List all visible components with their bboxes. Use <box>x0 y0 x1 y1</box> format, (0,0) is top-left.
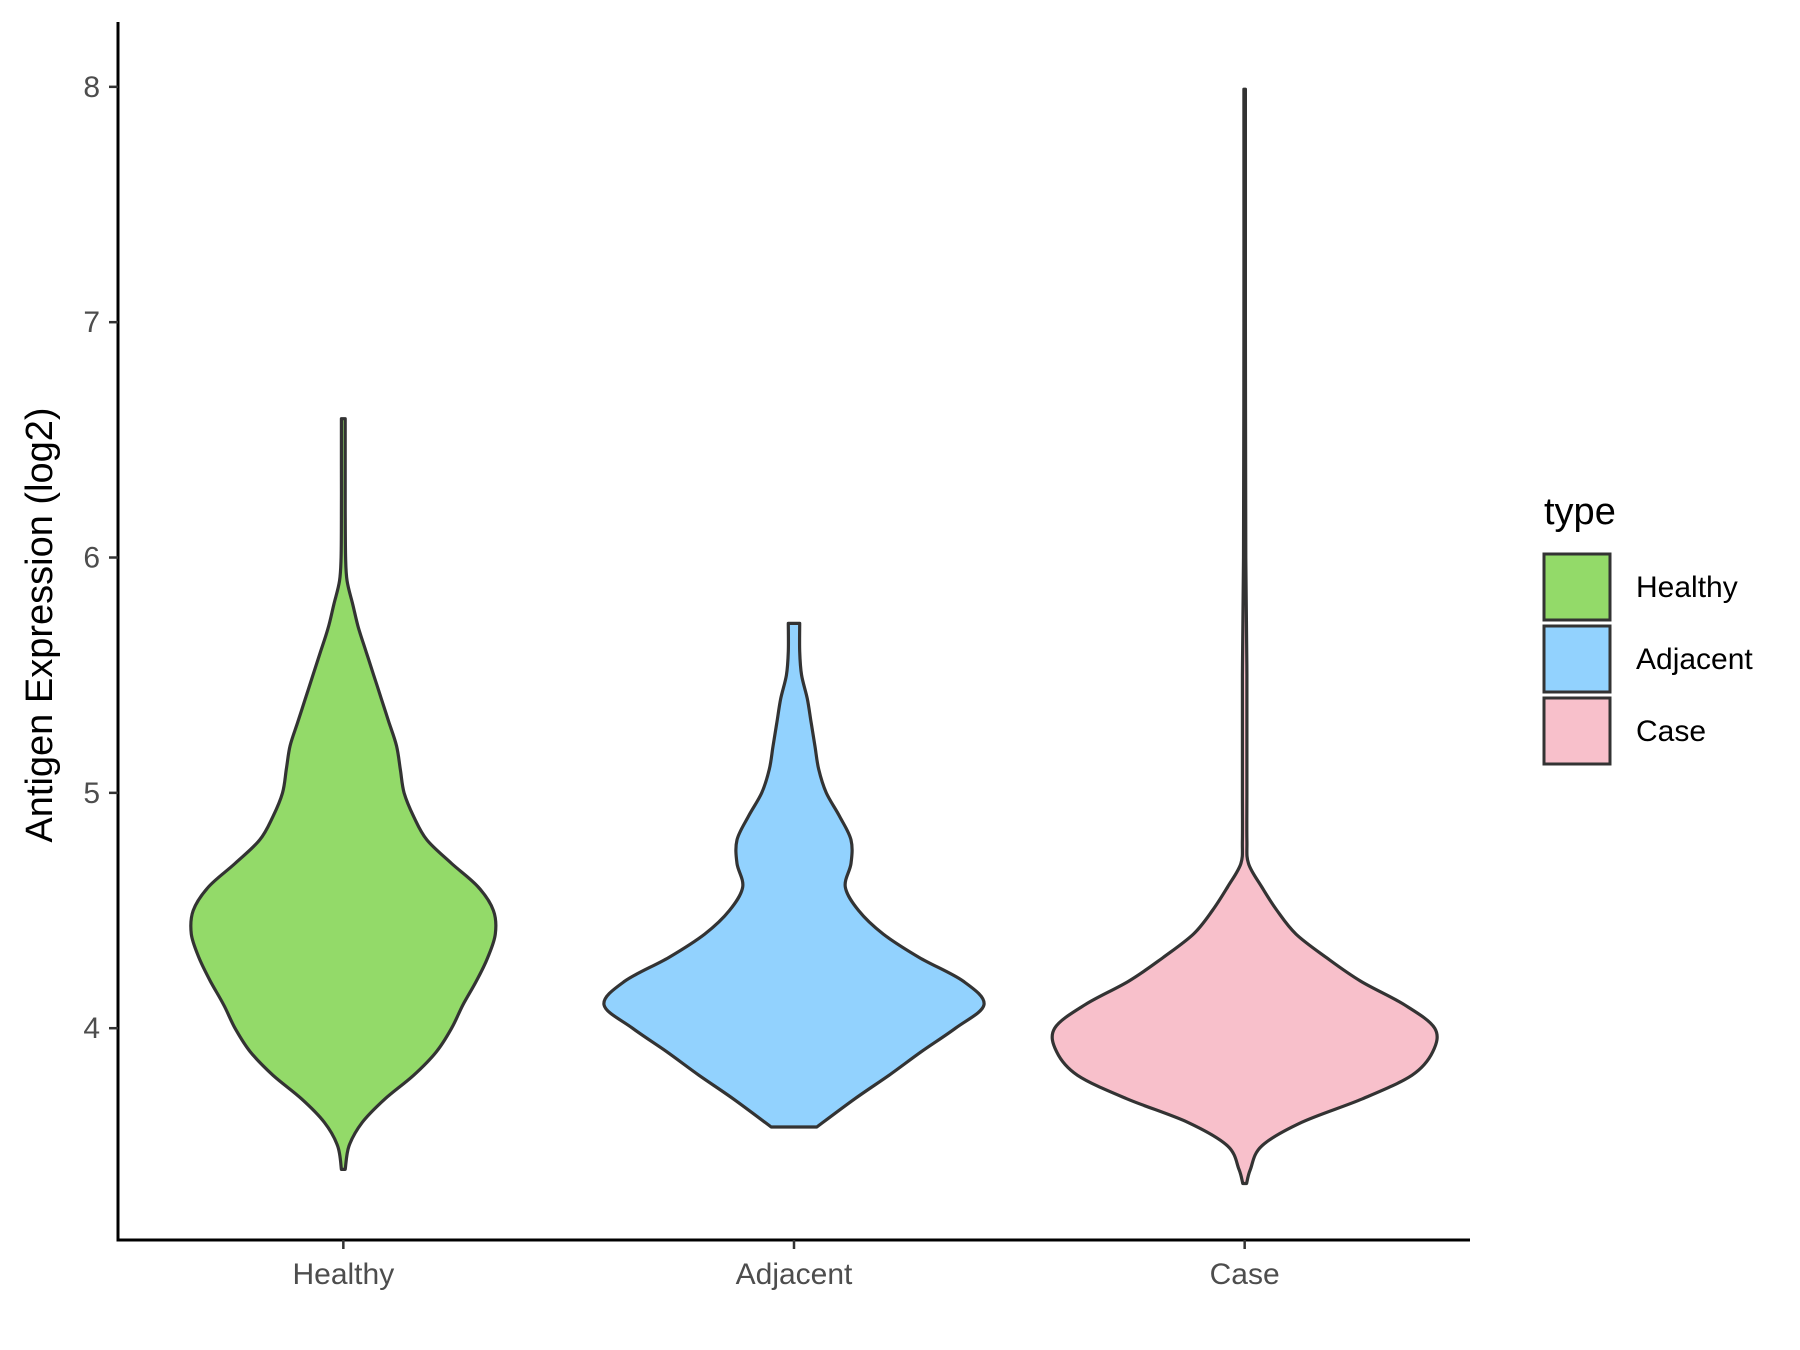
y-axis-title: Antigen Expression (log2) <box>19 407 61 842</box>
x-tick-label-adjacent: Adjacent <box>736 1258 853 1291</box>
y-axis: 4 5 6 7 8 <box>83 22 120 1240</box>
y-tick-label: 5 <box>83 777 100 810</box>
x-tick-label-healthy: Healthy <box>292 1258 394 1291</box>
legend-title: type <box>1544 491 1616 533</box>
y-tick-label: 6 <box>83 542 100 575</box>
plot-area <box>189 87 1439 1186</box>
legend-items: Healthy Adjacent Case <box>1542 552 1753 766</box>
legend: type Healthy Adjacent Case <box>1542 491 1753 766</box>
y-tick-label: 8 <box>83 71 100 104</box>
legend-label-healthy: Healthy <box>1636 571 1738 604</box>
legend-key-healthy <box>1542 552 1612 622</box>
y-tick-label: 4 <box>83 1012 100 1045</box>
violin-adjacent <box>602 621 986 1129</box>
legend-key-adjacent <box>1542 624 1612 694</box>
violin-case <box>1050 87 1439 1186</box>
legend-key-case <box>1542 696 1612 766</box>
x-tick-label-case: Case <box>1210 1258 1280 1291</box>
legend-label-adjacent: Adjacent <box>1636 643 1753 676</box>
y-tick-label: 7 <box>83 306 100 339</box>
violin-healthy <box>189 417 498 1171</box>
legend-label-case: Case <box>1636 715 1706 748</box>
x-axis: Healthy Adjacent Case <box>116 1238 1470 1291</box>
